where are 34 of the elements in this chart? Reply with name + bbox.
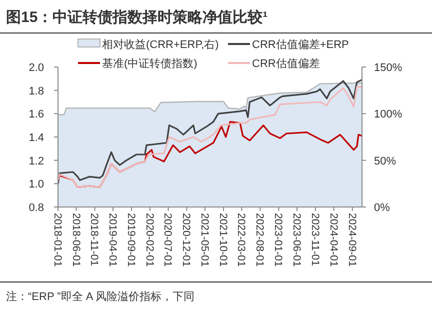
x-tick-label: 2019-04-01 [106, 213, 118, 267]
legend-label: CRR估值偏差 [252, 58, 320, 70]
legend-label: 基准(中证转债指数) [102, 57, 198, 70]
x-tick-label: 2021-05-01 [198, 213, 210, 267]
y2-tick-label: 0% [374, 202, 390, 214]
x-tick-label: 2022-08-01 [254, 213, 266, 267]
x-tick-label: 2020-12-01 [180, 213, 192, 267]
x-tick-label: 2020-02-01 [143, 213, 156, 267]
x-tick-label: 2021-10-01 [216, 213, 229, 267]
y-tick-label: 0.8 [28, 202, 44, 214]
x-tick-label: 2023-11-01 [308, 213, 321, 266]
x-tick-label: 2020-07-01 [162, 213, 174, 267]
x-tick-label: 2024-09-01 [346, 213, 358, 267]
x-tick-label: 2019-09-01 [124, 213, 137, 267]
y-tick-label: 1.8 [28, 85, 44, 98]
x-tick-label: 2023-01-01 [272, 213, 284, 267]
x-tick-label: 2024-04-01 [327, 213, 340, 267]
y-tick-label: 1.6 [28, 108, 44, 121]
text: 注：“ERP ”即全 A 风险溢价指标，下同 [6, 290, 195, 303]
y-tick-label: 2.0 [28, 62, 44, 74]
x-tick-label: 2018-06-01 [70, 213, 82, 267]
y-tick-label: 1.4 [28, 132, 44, 144]
legend-label: 相对收益(CRR+ERP,右) [102, 38, 219, 51]
x-tick-label: 2018-11-01 [88, 213, 100, 266]
y2-tick-label: 100% [374, 108, 402, 121]
x-tick-label: 2023-06-01 [290, 213, 302, 267]
x-tick-label: 2018-01-01 [52, 213, 64, 267]
chart-title: 图15：中证转债指数择时策略净值比较¹ [6, 9, 268, 26]
y-tick-label: 1.0 [28, 178, 44, 191]
legend-label: CRR估值偏差+ERP [252, 39, 349, 51]
y2-tick-label: 150% [374, 62, 402, 74]
x-tick-label: 2022-03-01 [235, 213, 248, 267]
y2-tick-label: 50% [374, 155, 396, 168]
y-tick-label: 1.2 [28, 155, 44, 168]
